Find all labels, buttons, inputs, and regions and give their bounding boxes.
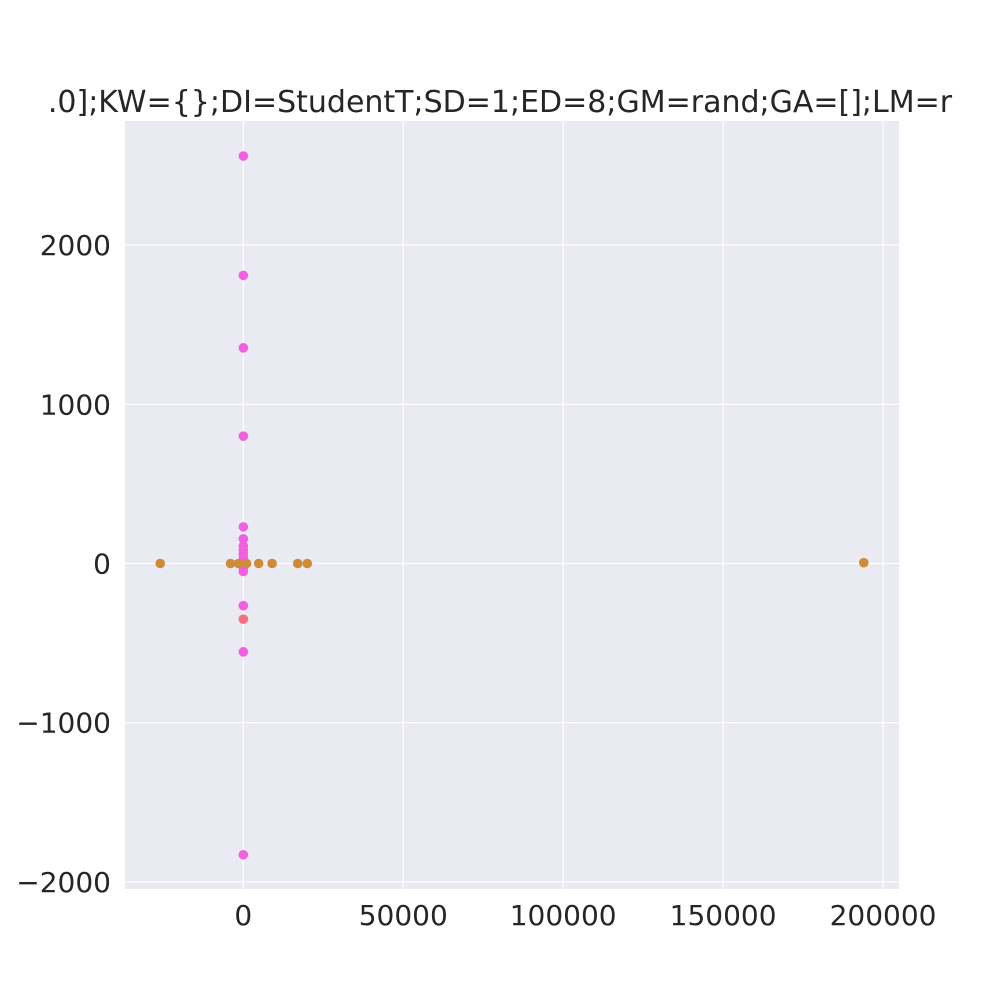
data-point-series-0 bbox=[238, 522, 249, 532]
data-point-series-0 bbox=[238, 534, 249, 544]
y-tick-label: −2000 bbox=[16, 866, 111, 899]
data-point-series-0 bbox=[238, 270, 249, 281]
data-point-series-0 bbox=[238, 343, 249, 353]
data-point-series-1 bbox=[225, 558, 236, 569]
data-point-series-2 bbox=[238, 614, 249, 625]
data-point-series-0 bbox=[238, 849, 249, 860]
y-tick-label: 2000 bbox=[40, 229, 111, 262]
data-point-series-1 bbox=[241, 558, 252, 569]
data-point-series-1 bbox=[253, 558, 264, 569]
y-tick-label: 0 bbox=[93, 547, 111, 580]
x-tick-label: 200000 bbox=[830, 899, 937, 932]
chart-title: .0];KW={};DI=StudentT;SD=1;ED=8;GM=rand;… bbox=[48, 85, 953, 120]
y-tick-label: −1000 bbox=[16, 707, 111, 740]
data-point-series-1 bbox=[233, 558, 244, 569]
x-tick-label: 150000 bbox=[670, 899, 777, 932]
data-point-series-1 bbox=[302, 558, 313, 569]
data-points bbox=[155, 151, 869, 860]
tick-labels: 0 50000 100000 150000 200000 −2000 −1000 0 1000 2… bbox=[16, 229, 936, 932]
y-tick-label: 1000 bbox=[40, 388, 111, 421]
data-point-series-0 bbox=[238, 566, 249, 577]
data-point-series-0 bbox=[238, 600, 249, 611]
x-tick-label: 100000 bbox=[510, 899, 617, 932]
data-point-series-1 bbox=[292, 558, 303, 569]
x-tick-label: 0 bbox=[234, 899, 252, 932]
grid-lines bbox=[125, 121, 899, 889]
plot-area bbox=[125, 121, 899, 889]
x-tick-label: 50000 bbox=[359, 899, 448, 932]
data-point-series-1 bbox=[267, 558, 277, 569]
data-point-series-0 bbox=[238, 647, 249, 657]
data-point-series-0 bbox=[238, 431, 249, 441]
data-point-series-1 bbox=[859, 557, 869, 568]
data-point-series-1 bbox=[155, 558, 165, 569]
data-point-series-0 bbox=[238, 151, 249, 161]
